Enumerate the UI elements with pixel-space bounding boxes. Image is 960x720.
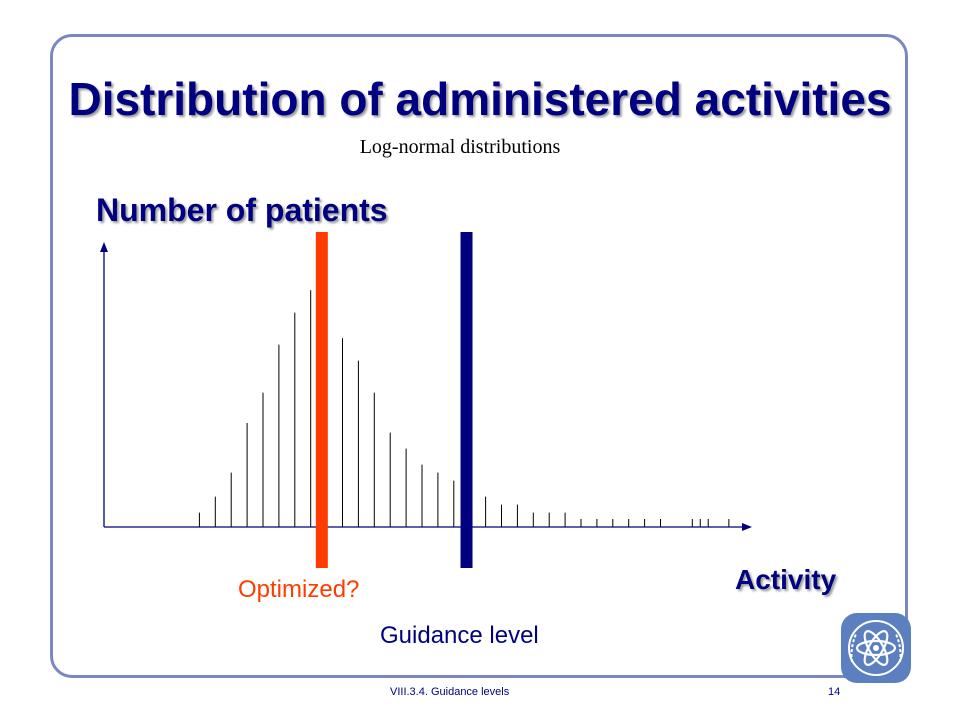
- x-axis-label: Activity: [735, 564, 837, 595]
- slide-frame: [50, 34, 908, 678]
- chart-subtitle: Log-normal distributions: [359, 136, 561, 158]
- footer-text: VIII.3.4. Guidance levels: [390, 686, 510, 698]
- guidance-level-line: [460, 232, 473, 568]
- iaea-atom-logo-icon: [841, 613, 911, 683]
- slide-title: Distribution of administered activities: [68, 73, 892, 125]
- reference-lines: [315, 232, 473, 568]
- y-axis-label: Number of patients: [96, 192, 388, 228]
- page-number: 14: [828, 686, 841, 698]
- axes: [100, 242, 752, 531]
- optimized-line: [315, 232, 328, 568]
- x-axis-arrow-icon: [742, 523, 752, 531]
- y-axis-arrow-icon: [100, 242, 108, 252]
- optimized-label: Optimized?: [238, 576, 360, 603]
- guidance-level-label: Guidance level: [380, 622, 539, 649]
